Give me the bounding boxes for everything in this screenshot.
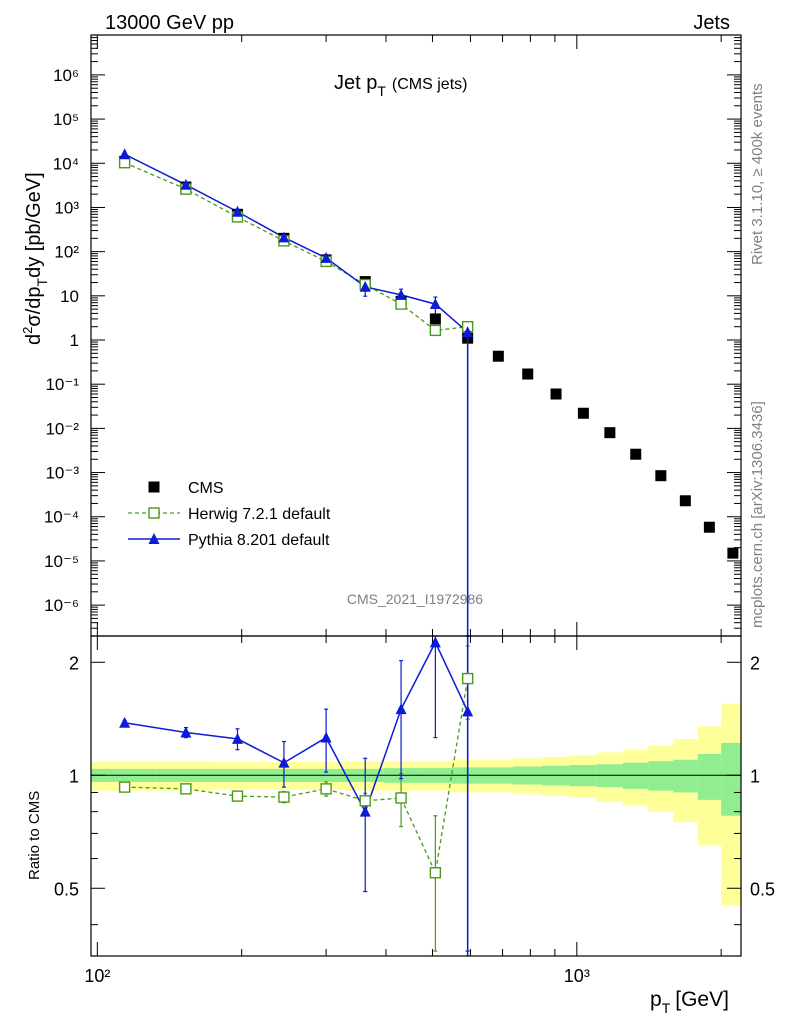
header-left: 13000 GeV pp [105,12,234,34]
x-label-main: p [650,988,662,1011]
cms-point [630,448,642,460]
pythia-point [119,148,131,160]
y-tick-label-top: 10⁴ [53,154,79,173]
y-tick-label-top: 10³ [54,198,79,217]
cms-point [550,388,562,400]
x-tick-label: 10² [84,966,110,986]
pythia-ratio-point [359,805,371,817]
herwig-ratio-point [395,792,407,804]
cms-point [577,407,589,419]
y-tick-label-top: 10⁻³ [45,464,79,483]
cms-point [727,547,739,559]
y-tick-label-top: 10² [54,243,79,262]
legend-label: Herwig 7.2.1 default [188,506,331,523]
cms-point [429,313,441,325]
legend-label: Pythia 8.201 default [188,532,330,549]
green-band-bin [648,761,674,791]
ratio-y-tick-label-left: 1 [69,766,79,786]
herwig-ratio-point [180,783,192,795]
herwig-ratio-point [359,795,371,807]
series-layer [118,148,739,956]
title-paren: (CMS jets) [392,76,468,93]
y-tick-label-top: 10⁻¹ [45,375,79,394]
ratio-y-tick-label-right: 0.5 [750,879,775,899]
legend-marker-pythia [148,533,160,544]
pythia-ratio-point [180,726,192,738]
pythia-ratio-point [278,756,290,768]
side-label-top: Rivet 3.1.10, ≥ 400k events [749,83,766,265]
pythia-ratio-point [429,636,441,648]
x-label-unit: [GeV] [675,988,729,1011]
herwig-point [429,324,442,337]
side-label-bottom: mcplots.cern.ch [arXiv:1306.3436] [749,401,766,628]
herwig-ratio-point [320,783,332,795]
watermark: CMS_2021_I1972986 [347,591,483,607]
pythia-ratio-point [395,703,407,715]
title-sub: T [377,83,386,99]
legend: CMS Herwig 7.2.1 default Pythia 8.201 defa… [128,480,331,549]
herwig-ratio-point [461,672,474,685]
herwig-ratio-line [124,678,469,875]
legend-label: CMS [188,480,224,497]
x-axis-label: pT [GeV] [650,988,729,1016]
pythia-point [231,205,243,217]
legend-marker-herwig [148,507,160,519]
herwig-ratio-point [278,791,290,803]
x-label-sub: T [662,1000,671,1016]
title-main: Jet p [334,72,377,94]
pythia-point [359,280,371,292]
y-tick-label-top: 10⁵ [53,110,79,129]
x-tick-label: 10³ [564,966,590,986]
cms-point [655,470,667,482]
y-tick-label-top: 10⁻² [45,419,79,438]
ratio-panel-frame [90,635,742,957]
y-tick-label-top: 1 [70,331,79,350]
pythia-ratio-point [119,716,131,728]
pythia-ratio-point [462,705,474,717]
cms-point [492,350,504,362]
y-tick-label-top: 10⁻⁵ [44,552,79,571]
cms-point [679,495,691,507]
plot-title: Jet pT (CMS jets) [334,72,467,99]
y-tick-label-top: 10 [60,287,79,306]
pythia-point [462,326,474,338]
ratio-y-tick-label-left: 2 [69,653,79,673]
y-tick-label-top: 10⁶ [53,66,79,85]
pythia-point [395,288,407,300]
cms-point [604,427,616,439]
herwig-point [118,157,131,169]
axis-ticks: 10² 10³ 10⁶ 10⁵ 10⁴ 10³ 10² 10 1 10⁻¹ 10⁻² 10⁻³ 10⁻⁴… [44,34,775,986]
ratio-y-tick-label-left: 0.5 [54,879,79,899]
pythia-line [124,153,469,333]
pythia-ratio-point [231,732,243,744]
y-axis-label-ratio: Ratio to CMS [26,791,43,880]
header-right: Jets [693,12,730,34]
pythia-point [278,231,290,243]
ratio-y-tick-label-right: 1 [750,766,760,786]
herwig-ratio-point [429,867,442,879]
pythia-point [180,178,192,190]
green-band-bin [697,753,722,800]
pythia-point [429,298,441,310]
cms-point [703,521,715,533]
pythia-point [320,251,332,263]
cms-point [522,368,534,380]
green-band-bin [673,759,699,793]
herwig-point [395,298,407,310]
y-tick-label-top: 10⁻⁴ [44,508,79,527]
y-tick-label-top: 10⁻⁶ [44,596,79,615]
pythia-ratio-point [320,731,332,743]
ratio-y-tick-label-right: 2 [750,653,760,673]
legend-marker-cms [148,481,160,493]
green-band-bin [622,762,649,789]
herwig-ratio-point [118,781,131,793]
herwig-ratio-point [231,790,244,802]
green-band-bin [721,742,742,816]
herwig-line [124,162,468,332]
y-axis-label-top: d2σ/dpTdy [pb/GeV] [20,172,50,345]
